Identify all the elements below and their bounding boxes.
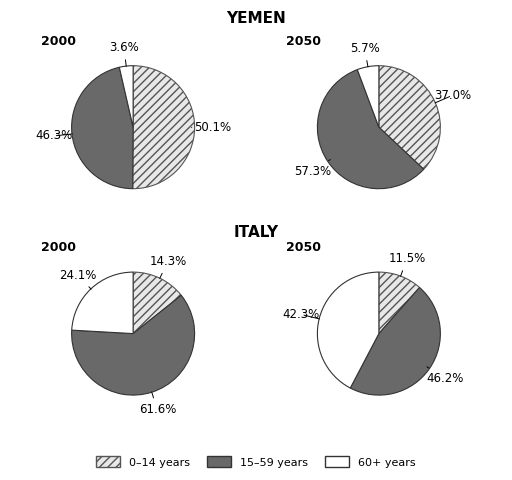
Text: 11.5%: 11.5%: [389, 252, 426, 276]
Wedge shape: [133, 272, 181, 334]
Wedge shape: [72, 67, 133, 189]
Wedge shape: [350, 288, 440, 395]
Text: ITALY: ITALY: [233, 225, 279, 240]
Text: 57.3%: 57.3%: [294, 159, 331, 178]
Text: 37.0%: 37.0%: [434, 89, 471, 103]
Wedge shape: [317, 272, 379, 388]
Text: 46.3%: 46.3%: [35, 130, 72, 143]
Text: YEMEN: YEMEN: [226, 11, 286, 26]
Wedge shape: [357, 66, 379, 127]
Text: 46.2%: 46.2%: [426, 367, 463, 385]
Text: 42.3%: 42.3%: [283, 308, 320, 321]
Text: 2000: 2000: [40, 241, 76, 254]
Wedge shape: [133, 66, 195, 189]
Wedge shape: [379, 66, 440, 169]
Legend: 0–14 years, 15–59 years, 60+ years: 0–14 years, 15–59 years, 60+ years: [92, 452, 420, 472]
Wedge shape: [379, 272, 419, 334]
Text: 3.6%: 3.6%: [109, 41, 139, 66]
Wedge shape: [72, 272, 133, 334]
Text: 2000: 2000: [40, 35, 76, 48]
Text: 61.6%: 61.6%: [139, 392, 176, 416]
Wedge shape: [119, 66, 133, 127]
Text: 24.1%: 24.1%: [59, 269, 97, 289]
Text: 2050: 2050: [286, 35, 322, 48]
Text: 50.1%: 50.1%: [191, 121, 231, 134]
Wedge shape: [72, 295, 195, 395]
Wedge shape: [317, 70, 424, 189]
Text: 2050: 2050: [286, 241, 322, 254]
Text: 14.3%: 14.3%: [149, 255, 186, 278]
Text: 5.7%: 5.7%: [350, 42, 379, 67]
